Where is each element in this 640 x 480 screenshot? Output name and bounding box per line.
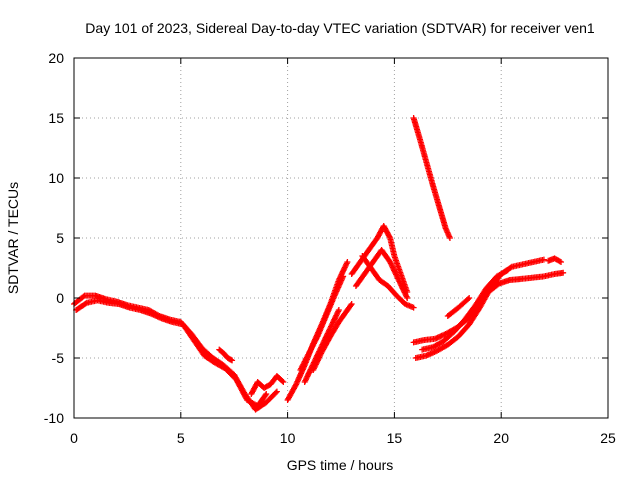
- series-track-l: [410, 115, 453, 241]
- grid-lines: [74, 58, 608, 418]
- data-point: [540, 256, 547, 263]
- data-point: [280, 379, 287, 385]
- data-point: [262, 392, 269, 399]
- data-point: [347, 302, 354, 309]
- data-point: [504, 267, 511, 274]
- data-point: [348, 301, 355, 307]
- data-point: [263, 391, 270, 397]
- x-tick-label: 5: [177, 430, 185, 446]
- data-point: [507, 264, 514, 271]
- series-track-j: [352, 247, 411, 301]
- data-point: [292, 382, 299, 389]
- x-tick-label: 20: [493, 430, 509, 446]
- series-track-h: [310, 301, 355, 373]
- y-tick-label: 5: [56, 230, 64, 246]
- y-tick-label: 20: [48, 50, 64, 66]
- data-point: [386, 233, 393, 240]
- data-point: [560, 269, 567, 276]
- y-tick-label: -10: [44, 410, 64, 426]
- series-track-c: [216, 346, 236, 364]
- y-tick-label: -5: [52, 350, 65, 366]
- series-track-o: [419, 267, 511, 353]
- series-track-k: [359, 253, 417, 311]
- series-track-b: [73, 297, 270, 409]
- y-tick-label: 0: [56, 290, 64, 306]
- data-point: [410, 304, 417, 311]
- data-point: [340, 273, 347, 280]
- chart-title: Day 101 of 2023, Sidereal Day-to-day VTE…: [85, 20, 595, 36]
- axis-ticks: 0 5 10 15 20 25 -10 -5 0 5 10 15 20: [44, 50, 616, 446]
- data-point: [464, 296, 471, 303]
- data-point: [229, 357, 236, 364]
- x-axis-label: GPS time / hours: [287, 457, 394, 473]
- series-track-m: [410, 269, 567, 346]
- x-tick-label: 10: [280, 430, 296, 446]
- data-point: [446, 235, 453, 241]
- series-track-f: [297, 273, 347, 373]
- y-tick-label: 10: [48, 170, 64, 186]
- data-point: [466, 295, 473, 301]
- series-track-q: [545, 255, 565, 265]
- data-point: [404, 295, 411, 301]
- data-point: [82, 300, 89, 307]
- data-point: [272, 389, 279, 396]
- series-track-d: [248, 373, 287, 397]
- y-axis-label: SDTVAR / TECUs: [5, 182, 21, 294]
- data-point: [80, 293, 87, 300]
- x-tick-label: 15: [387, 430, 403, 446]
- plot-marks: [71, 115, 567, 413]
- data-point: [335, 307, 342, 313]
- data-point: [273, 388, 280, 395]
- data-point: [556, 258, 563, 265]
- data-point: [279, 378, 286, 384]
- data-point: [558, 259, 565, 265]
- data-point: [344, 259, 351, 265]
- x-tick-label: 25: [600, 430, 616, 446]
- data-point: [503, 268, 510, 275]
- series-track-p: [444, 295, 473, 319]
- y-tick-label: 15: [48, 110, 64, 126]
- x-tick-label: 0: [70, 430, 78, 446]
